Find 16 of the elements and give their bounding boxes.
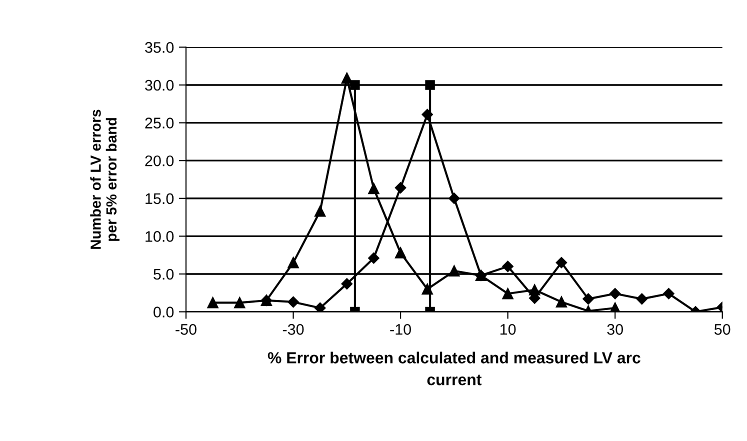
y-tick-label: 35.0 [145,42,174,53]
x-tick-label: -50 [176,324,196,335]
x-axis-title: % Error between calculated and measured LV arc current [268,352,640,386]
y-tick-label: 5.0 [154,268,174,280]
x-tick-label: 10 [500,324,516,335]
y-tick-label: 10.0 [146,231,174,242]
x-tick-label: -10 [390,324,411,335]
y-tick-label: 0.0 [154,306,174,318]
x-tick-label: 50 [714,324,730,335]
y-tick-label: 30.0 [145,80,174,91]
y-tick-label: 15.0 [146,193,174,204]
x-tick-label: 30 [607,324,623,335]
x-tick-label: -30 [282,324,304,335]
y-tick-label: 25.0 [145,118,174,128]
y-axis-title: Number of LV errors per 5% error band [90,110,120,249]
y-tick-label: 20.0 [145,155,174,166]
